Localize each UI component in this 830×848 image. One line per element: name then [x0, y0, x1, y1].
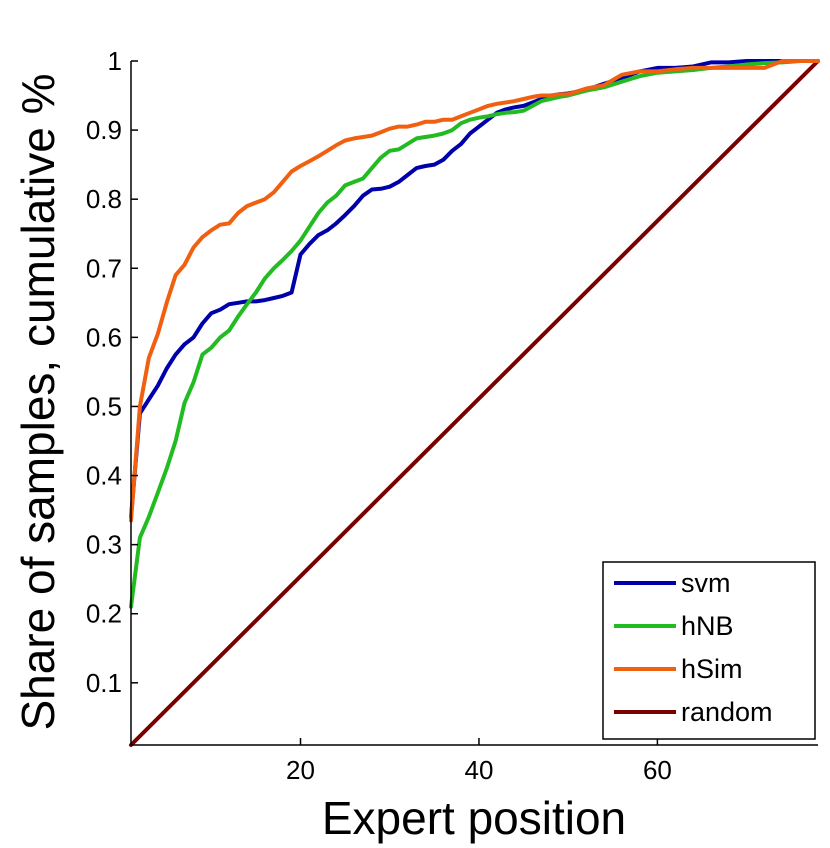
- legend-items: svm hNB hSim random: [614, 568, 773, 727]
- x-tick-label: 40: [465, 755, 494, 785]
- legend-label-hNB: hNB: [681, 611, 734, 641]
- legend-box: [602, 561, 816, 740]
- y-tick-label: 0.2: [86, 599, 122, 629]
- plot-lines: [129, 59, 820, 747]
- y-tick-label: 0.1: [86, 668, 122, 698]
- y-tick-label: 0.5: [86, 391, 122, 421]
- x-axis-title: Expert position: [322, 792, 626, 844]
- y-tick-label: 0.9: [86, 115, 122, 145]
- y-tick-label: 0.3: [86, 530, 122, 560]
- series-line-hSim: [129, 59, 820, 523]
- legend-label-hSim: hSim: [681, 654, 743, 684]
- y-tick-label: 0.7: [86, 253, 122, 283]
- legend-label-svm: svm: [681, 568, 731, 598]
- x-tick-label: 20: [286, 755, 315, 785]
- y-tick-label: 1: [108, 46, 122, 76]
- y-tick-label: 0.6: [86, 322, 122, 352]
- y-ticks: 0.1 0.2 0.3 0.4 0.5 0.6 0.7 0.8 0.9 1: [86, 46, 138, 698]
- series-line-svm: [129, 59, 820, 519]
- axes: [130, 61, 818, 746]
- x-ticks: 20 40 60: [286, 738, 672, 785]
- series-line-random: [129, 59, 820, 747]
- legend: svm hNB hSim random: [602, 561, 816, 740]
- y-axis-title: Share of samples, cumulative %: [12, 73, 64, 730]
- series-line-hNB: [129, 59, 820, 609]
- legend-label-random: random: [681, 697, 773, 727]
- y-tick-label: 0.8: [86, 184, 122, 214]
- x-tick-label: 60: [643, 755, 672, 785]
- y-tick-label: 0.4: [86, 461, 122, 491]
